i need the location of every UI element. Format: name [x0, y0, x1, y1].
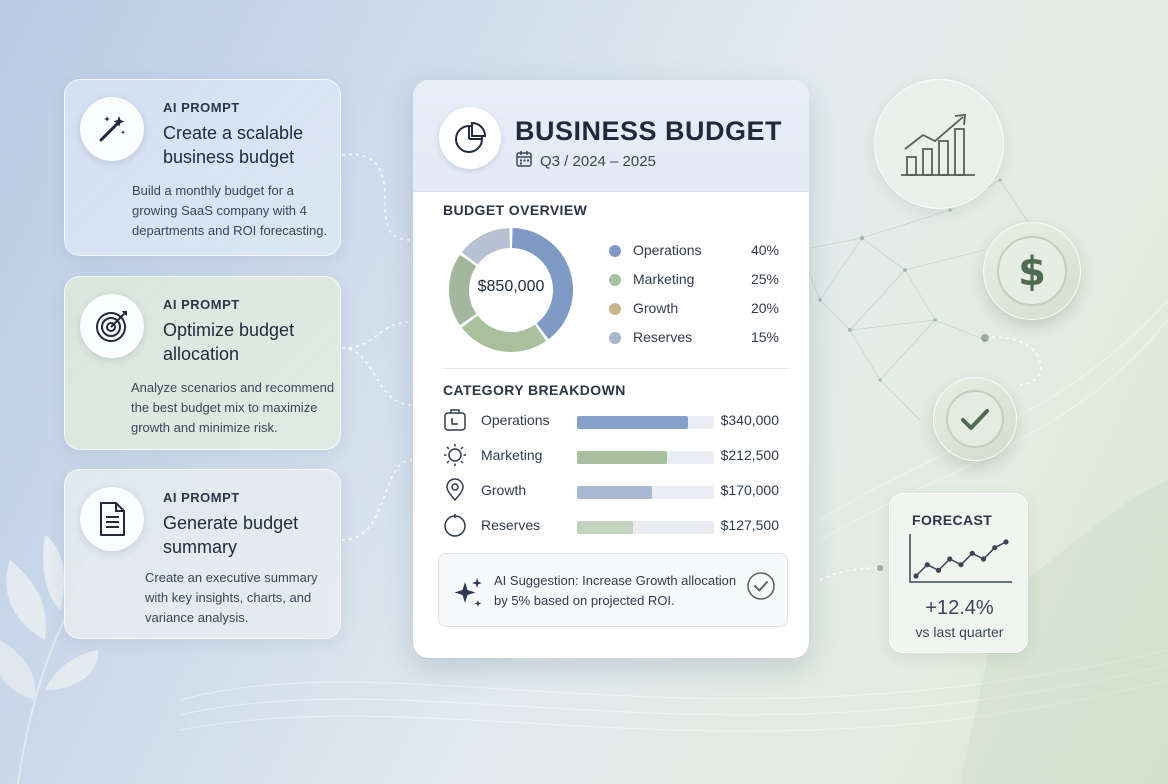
forecast-point [958, 562, 964, 568]
legend-item-marketing: Marketing 25% [609, 269, 779, 289]
budget-total: $850,000 [477, 278, 545, 295]
legend-name: Operations [633, 242, 702, 258]
check-badge [933, 377, 1017, 461]
breakdown-amount: $340,000 [720, 412, 779, 428]
calendar-icon [516, 151, 532, 167]
prompt-card-optimize-allocation[interactable]: AI PROMPT Optimize budget allocation Ana… [64, 276, 341, 450]
breakdown-row-reserves[interactable]: Reserves $127,500 [443, 513, 793, 539]
breakdown-name: Reserves [481, 517, 541, 533]
breakdown-name: Operations [481, 412, 550, 428]
breakdown-bar-fill [577, 416, 688, 429]
sparkle-icon [454, 578, 482, 607]
section-divider [443, 368, 789, 369]
budget-title: BUSINESS BUDGET [515, 116, 783, 146]
forecast-point [1003, 539, 1009, 545]
prompt-description: Analyze scenarios and recommend the best… [131, 380, 335, 435]
forecast-axis [909, 534, 1012, 583]
check-circle-icon[interactable] [746, 571, 776, 601]
prompt-eyebrow: AI PROMPT [163, 297, 240, 312]
forecast-point [969, 550, 975, 556]
forecast-subtext: vs last quarter [915, 624, 1004, 640]
forecast-point [980, 556, 987, 562]
legend-percent: 20% [750, 300, 779, 316]
budget-donut-chart [449, 228, 573, 352]
breakdown-bar-track [577, 521, 714, 534]
dollar-icon: $ [997, 236, 1067, 306]
dollar-badge: $ [983, 222, 1081, 320]
breakdown-name: Growth [481, 482, 527, 498]
legend-dot [609, 332, 621, 344]
legend-dot [609, 303, 621, 315]
forecast-point [992, 545, 998, 551]
breakdown-row-operations[interactable]: Operations $340,000 [443, 408, 793, 434]
forecast-label: FORECAST [912, 512, 993, 528]
bar-chart-growth-icon [901, 113, 975, 176]
forecast-point [913, 573, 919, 579]
budget-header: BUSINESS BUDGET Q3 / 2024 – 2025 [413, 80, 809, 192]
location-pin-icon [446, 478, 464, 502]
legend-percent: 40% [750, 242, 779, 258]
donut-segment-marketing [461, 315, 547, 352]
legend-name: Reserves [633, 329, 693, 345]
category-breakdown-label: CATEGORY BREAKDOWN [443, 382, 626, 398]
breakdown-row-growth[interactable]: Growth $170,000 [443, 478, 793, 504]
legend-item-reserves: Reserves 15% [609, 327, 779, 347]
forecast-point [924, 562, 930, 568]
growth-chart-badge [874, 79, 1004, 209]
forecast-change: +12.4% [925, 597, 994, 619]
prompt-eyebrow: AI PROMPT [163, 490, 240, 505]
legend-name: Growth [633, 300, 679, 316]
legend-percent: 15% [750, 329, 779, 345]
checkmark-icon [946, 390, 1004, 448]
breakdown-bar-track [577, 416, 714, 429]
breakdown-row-marketing[interactable]: Marketing $212,500 [443, 443, 793, 469]
briefcase-icon [444, 409, 466, 431]
document-icon [80, 487, 144, 551]
legend-percent: 25% [750, 271, 779, 287]
breakdown-amount: $170,000 [720, 482, 779, 498]
donut-segment-reserves [461, 228, 511, 265]
budget-overview-label: BUDGET OVERVIEW [443, 202, 588, 218]
prompt-description: Build a monthly budget for a growing Saa… [132, 183, 328, 238]
prompt-card-budget-summary[interactable]: AI PROMPT Generate budget summary Create… [64, 469, 341, 639]
legend-dot [609, 274, 621, 286]
donut-segment-operations [511, 228, 573, 340]
ai-suggestion-text: AI Suggestion: Increase Growth allocatio… [494, 573, 737, 608]
prompt-title: Optimize budget allocation [163, 320, 295, 364]
prompt-card-scalable-budget[interactable]: AI PROMPT Create a scalable business bud… [64, 79, 341, 256]
breakdown-amount: $127,500 [720, 517, 779, 533]
legend-dot [609, 245, 621, 257]
budget-period: Q3 / 2024 – 2025 [540, 153, 656, 170]
forecast-point [947, 556, 953, 562]
forecast-trend-chart [909, 534, 1012, 583]
breakdown-bar-track [577, 451, 714, 464]
prompt-title: Create a scalable business budget [163, 123, 304, 167]
prompt-title: Generate budget summary [163, 513, 299, 557]
breakdown-bar-fill [577, 521, 634, 534]
lightbulb-icon [444, 444, 466, 466]
donut-segment-growth [449, 254, 477, 326]
breakdown-bar-fill [577, 451, 668, 464]
magic-wand-icon [80, 97, 144, 161]
breakdown-amount: $212,500 [720, 447, 779, 463]
legend-item-operations: Operations 40% [609, 240, 779, 260]
legend-item-growth: Growth 20% [609, 298, 779, 318]
pie-chart-icon [439, 107, 501, 169]
circle-icon [444, 514, 466, 537]
target-icon [80, 294, 144, 358]
breakdown-name: Marketing [481, 447, 543, 463]
breakdown-bar-fill [577, 486, 653, 499]
business-budget-card: BUSINESS BUDGET Q3 / 2024 – 2025 BUDGET … [413, 80, 809, 658]
legend-name: Marketing [633, 271, 695, 287]
svg-text:$: $ [1018, 249, 1046, 295]
forecast-card: FORECAST +12.4% vs last quarter [889, 493, 1028, 653]
breakdown-bar-track [577, 486, 714, 499]
prompt-eyebrow: AI PROMPT [163, 100, 240, 115]
forecast-point [935, 567, 942, 573]
ai-suggestion-box[interactable]: AI Suggestion: Increase Growth allocatio… [438, 553, 788, 627]
prompt-description: Create an executive summary with key ins… [145, 570, 318, 625]
